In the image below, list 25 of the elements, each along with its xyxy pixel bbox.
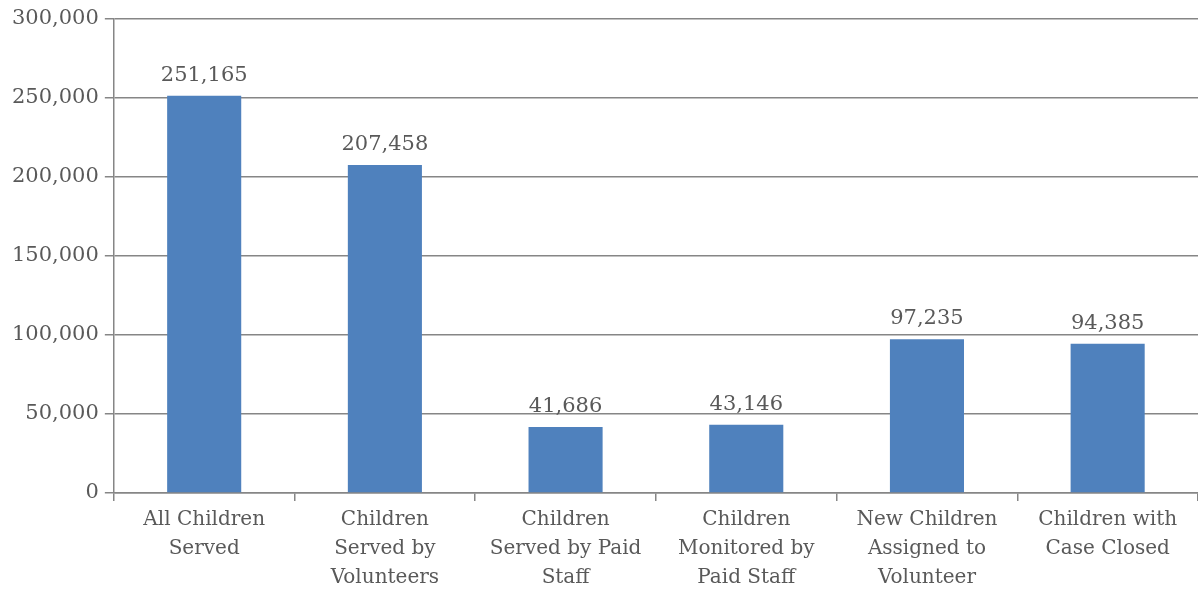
y-tick-label: 0 [85, 479, 99, 504]
y-tick-label: 200,000 [12, 163, 99, 188]
data-label: 251,165 [160, 61, 248, 86]
y-tick-label: 250,000 [12, 84, 99, 109]
bar [889, 339, 964, 493]
bar [528, 427, 603, 493]
bar [709, 424, 784, 493]
data-label: 94,385 [1070, 309, 1145, 334]
x-tick-label: New Children Assigned to Volunteer [856, 505, 998, 588]
data-label: 43,146 [709, 390, 784, 415]
bar [347, 164, 422, 493]
x-tick-label: All Children Served [142, 505, 266, 559]
y-tick-label: 50,000 [25, 400, 99, 425]
x-tick-label: Children Monitored by Paid Staff [677, 505, 816, 588]
data-label: 97,235 [890, 305, 964, 330]
y-tick-label: 150,000 [12, 242, 99, 267]
y-tick-label: 300,000 [12, 5, 99, 30]
data-label: 207,458 [341, 130, 429, 155]
y-tick-label: 100,000 [12, 321, 99, 346]
x-tick-label: Children Served by Volunteers [329, 505, 440, 588]
bar [167, 95, 242, 493]
bar [1070, 343, 1145, 493]
x-tick-label: Children Served by Paid Staff [489, 505, 642, 588]
data-label: 41,686 [528, 393, 603, 418]
x-tick-label: Children with Case Closed [1038, 505, 1178, 559]
